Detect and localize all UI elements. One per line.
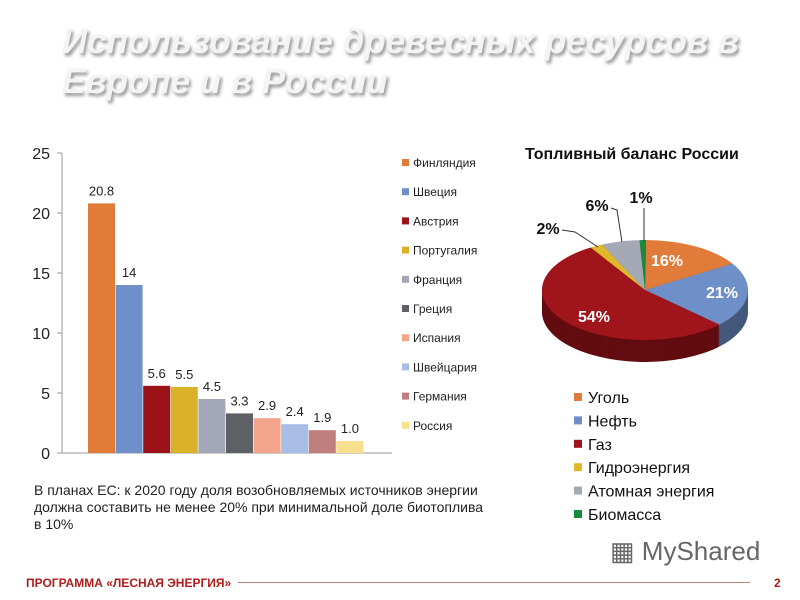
bar-Австрия xyxy=(143,385,171,453)
bar-Португалия xyxy=(170,387,198,453)
bar-label: 5.5 xyxy=(175,367,193,382)
pie-slice-Газ xyxy=(542,247,720,341)
bar-Швеция xyxy=(115,285,143,453)
bar-Россия xyxy=(336,441,364,453)
bar-label: 2.4 xyxy=(286,404,304,419)
bar-Греция xyxy=(226,413,253,453)
legend-label: Финляндия xyxy=(413,156,476,170)
bar-Франция xyxy=(198,399,226,453)
legend-swatch xyxy=(402,305,409,312)
legend-swatch xyxy=(402,392,409,400)
legend-label: Греция xyxy=(413,302,452,316)
legend-label: Россия xyxy=(413,419,452,433)
leader-line xyxy=(610,207,623,243)
watermark-logo: ▦ MyShared xyxy=(610,536,761,566)
pie-title: Топливный баланс России xyxy=(525,146,739,163)
footer-divider xyxy=(238,582,750,583)
bar-Финляндия xyxy=(88,203,115,453)
pie-legend-swatch xyxy=(574,416,582,425)
legend-swatch xyxy=(402,363,409,371)
pie-slice-Нефть xyxy=(645,263,748,325)
pie-legend-swatch xyxy=(574,510,582,518)
legend-swatch xyxy=(402,246,409,254)
pie-slice-Атомная энергия xyxy=(602,240,645,290)
page-number: 2 xyxy=(774,576,781,590)
bar-label: 20.8 xyxy=(89,183,114,198)
pie-legend-swatch xyxy=(574,439,582,448)
pie-label: 54% xyxy=(578,309,610,326)
bar-label: 1.0 xyxy=(341,421,359,436)
pie-legend-label: Гидроэнергия xyxy=(588,460,690,477)
pie-label: 21% xyxy=(706,285,738,302)
legend-swatch xyxy=(402,217,409,225)
y-tick-label: 15 xyxy=(32,266,50,283)
pie-slice-Биомасса xyxy=(639,240,647,290)
pie-legend-label: Уголь xyxy=(588,390,629,407)
bar-Испания xyxy=(253,418,281,453)
legend-label: Австрия xyxy=(413,214,459,228)
y-tick-label: 20 xyxy=(32,206,50,223)
legend-label: Португалия xyxy=(413,244,477,258)
legend-swatch xyxy=(402,275,409,283)
legend-label: Швеция xyxy=(413,185,457,199)
note-text: В планах ЕС: к 2020 году доля возобновля… xyxy=(34,482,484,532)
pie-legend-label: Газ xyxy=(588,437,612,454)
y-tick-label: 25 xyxy=(32,146,50,163)
y-tick-label: 0 xyxy=(41,446,50,463)
legend-label: Испания xyxy=(413,331,461,345)
y-tick-label: 10 xyxy=(32,326,50,343)
legend-label: Германия xyxy=(413,390,467,404)
pie-slice-Гидроэнергия xyxy=(590,244,645,290)
bar-label: 5.6 xyxy=(148,366,166,381)
legend-swatch xyxy=(402,334,409,342)
pie-legend-swatch xyxy=(574,486,582,495)
pie-label: 16% xyxy=(651,253,683,270)
bar-Швейцария xyxy=(281,424,309,453)
pie-slice-Уголь xyxy=(645,240,733,290)
legend-swatch xyxy=(402,159,409,166)
bar-label: 14 xyxy=(122,265,136,280)
pie-label: 6% xyxy=(585,198,608,215)
bar-Германия xyxy=(308,430,336,453)
pie-legend-swatch xyxy=(574,463,582,472)
pie-legend-label: Нефть xyxy=(588,413,637,430)
legend-swatch xyxy=(402,188,409,196)
bar-label: 3.3 xyxy=(230,393,248,408)
pie-legend-label: Биомасса xyxy=(588,507,661,524)
pie-label: 1% xyxy=(629,190,652,207)
slide-title: Использование древесных ресурсов в Европ… xyxy=(62,22,739,101)
bar-label: 4.5 xyxy=(203,379,221,394)
leader-line xyxy=(561,229,599,248)
footer-program: ПРОГРАММА «ЛЕСНАЯ ЭНЕРГИЯ» xyxy=(26,576,232,590)
bar-label: 2.9 xyxy=(258,398,276,413)
bar-label: 1.9 xyxy=(313,410,331,425)
y-tick-label: 5 xyxy=(41,386,50,403)
legend-label: Швейцария xyxy=(413,360,477,374)
pie-label: 2% xyxy=(536,221,559,238)
legend-label: Франция xyxy=(413,273,462,287)
pie-legend-label: Атомная энергия xyxy=(588,484,714,501)
legend-swatch xyxy=(402,421,409,429)
pie-legend-swatch xyxy=(574,393,582,401)
